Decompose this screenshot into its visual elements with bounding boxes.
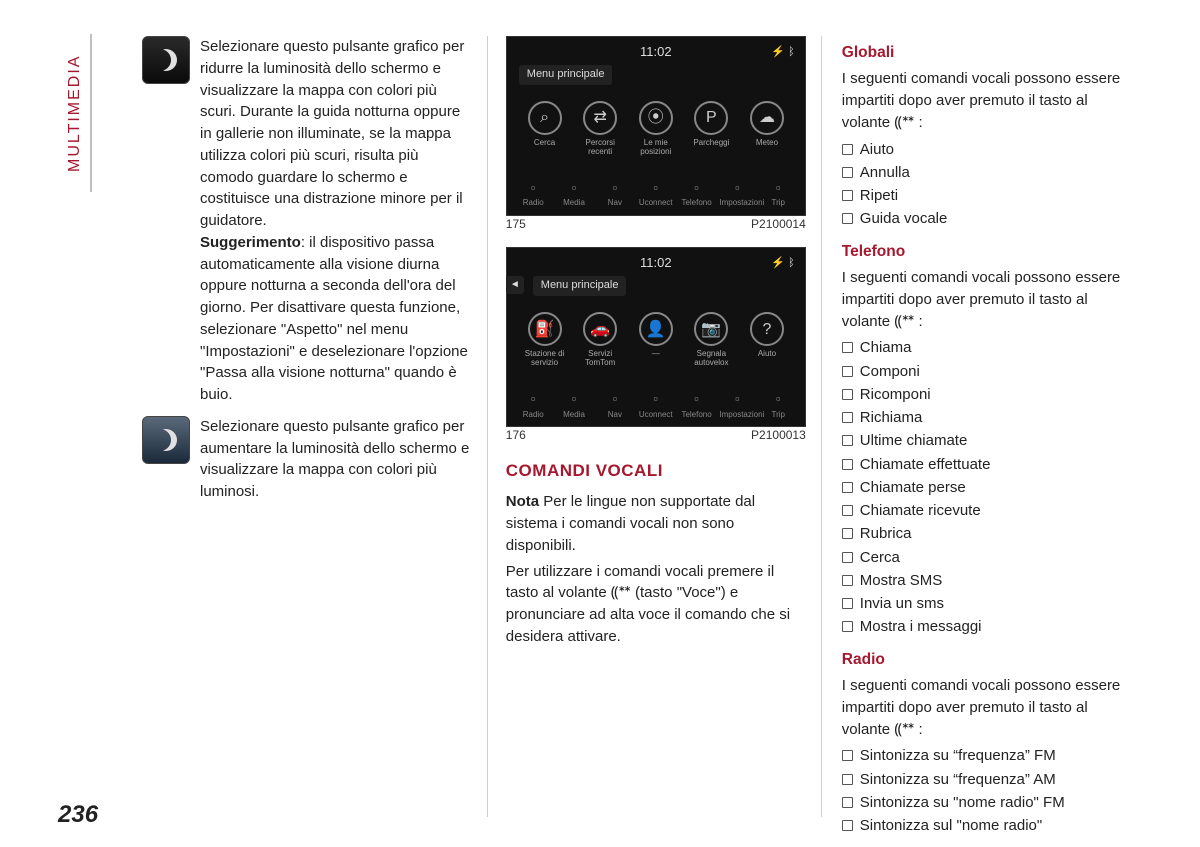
subheading-telefono: Telefono (842, 241, 1138, 263)
nav-menu-icon: ?Aiuto (743, 312, 791, 368)
subheading-radio: Radio (842, 649, 1138, 671)
screen-menu-label: Menu principale (533, 276, 627, 296)
globali-list: AiutoAnnullaRipetiGuida vocale (842, 138, 1138, 231)
nav-menu-icon: 📷Segnala autovelox (687, 312, 735, 368)
bottom-bar-item: ▫Radio (515, 390, 551, 420)
command-item: Rubrica (842, 522, 1138, 545)
screenshot-176: 11:02 ⚡ ᛒ ◄ Menu principale ⛽Stazione di… (506, 247, 806, 444)
command-item: Ripeti (842, 184, 1138, 207)
command-item: Mostra SMS (842, 569, 1138, 592)
bottom-bar-item: ▫Uconnect (638, 179, 674, 209)
command-item: Chiama (842, 336, 1138, 359)
screen-icon-row: ⛽Stazione di servizio🚗Servizi TomTom👤—📷S… (507, 312, 805, 368)
bluetooth-icon: ⚡ ᛒ (771, 256, 794, 272)
telefono-list: ChiamaComponiRicomponiRichiamaUltime chi… (842, 336, 1138, 638)
nav-menu-icon: 🚗Servizi TomTom (576, 312, 624, 368)
figure-number: 176 (506, 427, 526, 444)
moon-icon (155, 429, 177, 451)
command-item: Sintonizza su “frequenza” FM (842, 744, 1138, 767)
bottom-bar-item: ▫Media (556, 390, 592, 420)
command-item: Annulla (842, 161, 1138, 184)
globali-intro: I seguenti comandi vocali possono essere… (842, 68, 1138, 133)
screen-175: 11:02 ⚡ ᛒ Menu principale ⌕Cerca⇄Percors… (506, 36, 806, 216)
screen-bottom-row: ▫Radio▫Media▫Nav▫Uconnect▫Telefono▫Impos… (507, 179, 805, 209)
moon-icon (155, 49, 177, 71)
bottom-bar-item: ▫Trip (760, 179, 796, 209)
command-item: Ricomponi (842, 383, 1138, 406)
radio-list: Sintonizza su “frequenza” FMSintonizza s… (842, 744, 1138, 837)
command-item: Cerca (842, 546, 1138, 569)
command-item: Chiamate perse (842, 476, 1138, 499)
bottom-bar-item: ▫Impostazioni (719, 179, 755, 209)
screen-icon-row: ⌕Cerca⇄Percorsi recenti⦿Le mie posizioni… (507, 101, 805, 157)
radio-intro: I seguenti comandi vocali possono essere… (842, 675, 1138, 740)
column-3: Globali I seguenti comandi vocali posson… (822, 36, 1150, 817)
bottom-bar-item: ▫Uconnect (638, 390, 674, 420)
command-item: Componi (842, 360, 1138, 383)
figure-caption: 175 P2100014 (506, 216, 806, 233)
manual-page: MULTIMEDIA Selezionare questo pulsante g… (0, 0, 1200, 847)
night-mode-dark-icon (142, 36, 190, 84)
command-item: Sintonizza su "nome radio" FM (842, 791, 1138, 814)
nav-menu-icon: PParcheggi (687, 101, 735, 157)
voice-instructions: Per utilizzare i comandi vocali premere … (506, 561, 803, 648)
screen-menu-label: Menu principale (519, 65, 613, 85)
subheading-globali: Globali (842, 42, 1138, 64)
note-label: Nota (506, 493, 539, 510)
column-1: Selezionare questo pulsante grafico per … (130, 36, 487, 817)
bottom-bar-item: ▫Trip (760, 390, 796, 420)
figure-code: P2100014 (751, 216, 806, 233)
bottom-bar-item: ▫Nav (597, 179, 633, 209)
bottom-bar-item: ▫Telefono (679, 390, 715, 420)
tip-text: : il dispositivo passa automaticamente a… (200, 234, 468, 403)
tip-label: Suggerimento (200, 234, 301, 251)
note-paragraph: Nota Per le lingue non supportate dal si… (506, 491, 803, 556)
command-item: Ultime chiamate (842, 429, 1138, 452)
command-item: Mostra i messaggi (842, 615, 1138, 638)
bottom-bar-item: ▫Media (556, 179, 592, 209)
command-item: Invia un sms (842, 592, 1138, 615)
figure-number: 175 (506, 216, 526, 233)
nav-menu-icon: ☁Meteo (743, 101, 791, 157)
block2-text: Selezionare questo pulsante grafico per … (200, 416, 475, 503)
command-item: Richiama (842, 406, 1138, 429)
night-dark-text: Selezionare questo pulsante grafico per … (200, 36, 475, 406)
nav-menu-icon: ⛽Stazione di servizio (521, 312, 569, 368)
columns: Selezionare questo pulsante grafico per … (58, 36, 1150, 817)
screen-time: 11:02 (507, 254, 805, 273)
command-item: Aiuto (842, 138, 1138, 161)
screen-176: 11:02 ⚡ ᛒ ◄ Menu principale ⛽Stazione di… (506, 247, 806, 427)
command-item: Guida vocale (842, 207, 1138, 230)
nav-menu-icon: ⦿Le mie posizioni (632, 101, 680, 157)
note-text: Per le lingue non supportate dal sistema… (506, 493, 755, 554)
command-item: Sintonizza sul "nome radio" (842, 814, 1138, 837)
night-light-block: Selezionare questo pulsante grafico per … (142, 416, 475, 507)
figure-code: P2100013 (751, 427, 806, 444)
nav-menu-icon: ⌕Cerca (521, 101, 569, 157)
page-number: 236 (58, 801, 98, 829)
chapter-tab-rule (90, 34, 92, 192)
command-item: Sintonizza su “frequenza” AM (842, 768, 1138, 791)
figure-caption: 176 P2100013 (506, 427, 806, 444)
nav-menu-icon: 👤— (632, 312, 680, 368)
screen-time: 11:02 (507, 43, 805, 62)
telefono-intro: I seguenti comandi vocali possono essere… (842, 267, 1138, 332)
back-icon: ◄ (506, 276, 524, 294)
screen-bottom-row: ▫Radio▫Media▫Nav▫Uconnect▫Telefono▫Impos… (507, 390, 805, 420)
block1-text: Selezionare questo pulsante grafico per … (200, 38, 464, 229)
bluetooth-icon: ⚡ ᛒ (771, 45, 794, 61)
command-item: Chiamate ricevute (842, 499, 1138, 522)
bottom-bar-item: ▫Radio (515, 179, 551, 209)
bottom-bar-item: ▫Impostazioni (719, 390, 755, 420)
column-2: 11:02 ⚡ ᛒ Menu principale ⌕Cerca⇄Percors… (487, 36, 822, 817)
nav-menu-icon: ⇄Percorsi recenti (576, 101, 624, 157)
night-dark-block: Selezionare questo pulsante grafico per … (142, 36, 475, 406)
night-mode-light-icon (142, 416, 190, 464)
chapter-tab: MULTIMEDIA (62, 34, 88, 192)
bottom-bar-item: ▫Nav (597, 390, 633, 420)
bottom-bar-item: ▫Telefono (679, 179, 715, 209)
section-heading-comandi-vocali: COMANDI VOCALI (506, 459, 803, 484)
command-item: Chiamate effettuate (842, 453, 1138, 476)
screenshot-175: 11:02 ⚡ ᛒ Menu principale ⌕Cerca⇄Percors… (506, 36, 806, 233)
